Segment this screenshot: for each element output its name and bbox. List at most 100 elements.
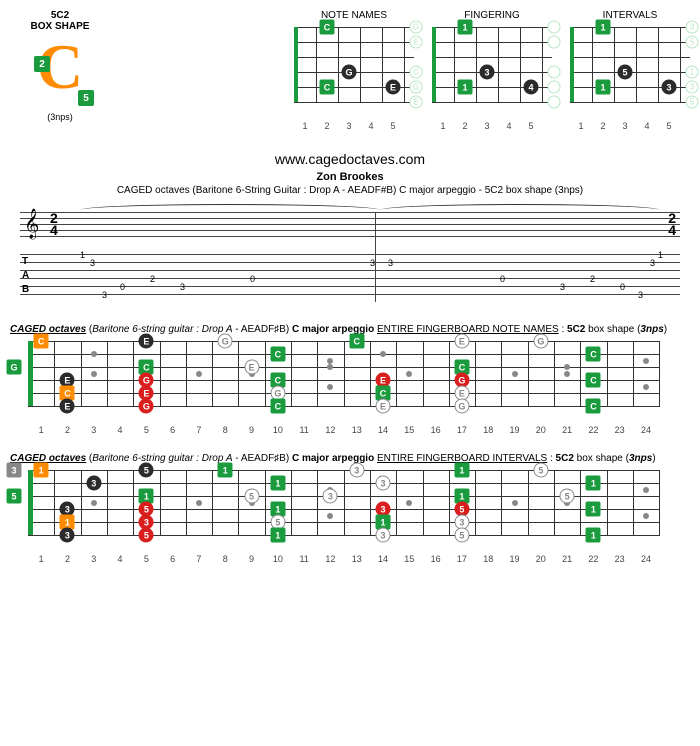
small-fretboard: FINGERING131412345: [432, 10, 552, 131]
tab-label: B: [22, 284, 29, 295]
open-string-label: 5: [7, 489, 22, 504]
fret-number: 3: [81, 425, 107, 435]
fret-note: C: [320, 80, 335, 95]
fret-note: E: [244, 360, 259, 375]
fret-note: G: [454, 399, 469, 414]
fret-note: G: [342, 65, 357, 80]
fret-number: 8: [212, 554, 238, 564]
fret-note: C: [270, 399, 285, 414]
fret-number: 21: [554, 554, 580, 564]
fret-number: 14: [370, 425, 396, 435]
fret-number: 24: [633, 425, 659, 435]
fret-number: 5: [382, 121, 404, 131]
box-badge: 5: [78, 90, 94, 106]
open-note: 1: [686, 66, 699, 79]
fret-note: C: [34, 334, 49, 349]
fret-note: 5: [618, 65, 633, 80]
open-string-label: 3: [7, 463, 22, 478]
open-note: [548, 96, 561, 109]
fret-number: 10: [265, 554, 291, 564]
fret-number: 1: [432, 121, 454, 131]
tab-number: 1: [658, 250, 663, 260]
fret-note: 1: [454, 463, 469, 478]
fret-number: 15: [396, 425, 422, 435]
fret-number: 23: [607, 425, 633, 435]
fret-number: 3: [476, 121, 498, 131]
small-fretboard: INTERVALS35135151312345: [570, 10, 690, 131]
fret-number: 18: [475, 425, 501, 435]
fret-note: 1: [458, 20, 473, 35]
fret-note: 1: [270, 476, 285, 491]
tab-label: T: [22, 256, 28, 267]
notation-section: www.cagedoctaves.com Zon Brookes CAGED o…: [10, 151, 690, 304]
fret-note: 3: [376, 528, 391, 543]
open-note: [548, 36, 561, 49]
fret-number: 23: [607, 554, 633, 564]
open-note: 5: [686, 36, 699, 49]
fret-number: 16: [422, 554, 448, 564]
fret-note: 3: [60, 528, 75, 543]
time-signature: 24: [50, 212, 58, 236]
fb-header: CAGED octaves (Baritone 6-string guitar …: [10, 453, 690, 464]
tab-label: A: [22, 270, 29, 281]
large-fretboard-section: CAGED octaves (Baritone 6-string guitar …: [10, 453, 690, 564]
open-note: E: [410, 96, 423, 109]
top-diagrams-row: 5C2BOX SHAPE C 25 (3nps) NOTE NAMESGECGE…: [10, 10, 690, 131]
fret-note: 5: [244, 489, 259, 504]
fret-note: [327, 364, 333, 370]
fret-note: 4: [524, 80, 539, 95]
fret-number: 6: [159, 554, 185, 564]
fret-number: 17: [449, 425, 475, 435]
fb-title: FINGERING: [432, 10, 552, 21]
fret-note: E: [60, 399, 75, 414]
fret-number: 4: [107, 554, 133, 564]
fret-note: 5: [560, 489, 575, 504]
fret-note: G: [139, 399, 154, 414]
fret-number: 4: [360, 121, 382, 131]
fret-note: G: [533, 334, 548, 349]
open-note: [548, 21, 561, 34]
tab-number: 3: [638, 290, 643, 300]
fret-number: 5: [133, 425, 159, 435]
treble-clef: 𝄞: [24, 208, 39, 240]
tab-number: 0: [620, 282, 625, 292]
fret-note: 1: [596, 80, 611, 95]
fret-number: 2: [316, 121, 338, 131]
fret-note: 1: [458, 80, 473, 95]
open-note: 3: [686, 81, 699, 94]
fret-number: 4: [636, 121, 658, 131]
fret-number: 11: [291, 554, 317, 564]
fret-number: 2: [54, 425, 80, 435]
fret-number: 20: [528, 554, 554, 564]
fret-note: 5: [139, 528, 154, 543]
fret-note: 3: [662, 80, 677, 95]
fret-note: [380, 351, 386, 357]
tab-number: 1: [80, 250, 85, 260]
fret-number: 15: [396, 554, 422, 564]
fret-note: 1: [586, 528, 601, 543]
tab-number: 0: [500, 274, 505, 284]
fret-number: 1: [28, 425, 54, 435]
url: www.cagedoctaves.com: [10, 151, 690, 167]
fb-title: INTERVALS: [570, 10, 690, 21]
fret-number: 20: [528, 425, 554, 435]
author: Zon Brookes: [10, 171, 690, 183]
fret-note: [91, 351, 97, 357]
fret-note: 5: [454, 528, 469, 543]
fret-number: 5: [658, 121, 680, 131]
fret-note: C: [349, 334, 364, 349]
fret-number: 24: [633, 554, 659, 564]
tab-number: 3: [560, 282, 565, 292]
fret-number: 9: [238, 425, 264, 435]
fret-number: 5: [520, 121, 542, 131]
open-note: 3: [686, 21, 699, 34]
open-note: 5: [686, 96, 699, 109]
fret-note: 1: [586, 502, 601, 517]
fret-number: 12: [317, 554, 343, 564]
fb-title: NOTE NAMES: [294, 10, 414, 21]
tab-number: 3: [102, 290, 107, 300]
music-staff: 𝄞24TAB113333200203303324: [20, 204, 680, 304]
fret-number: 4: [107, 425, 133, 435]
fret-number: 13: [344, 425, 370, 435]
tab-number: 0: [250, 274, 255, 284]
